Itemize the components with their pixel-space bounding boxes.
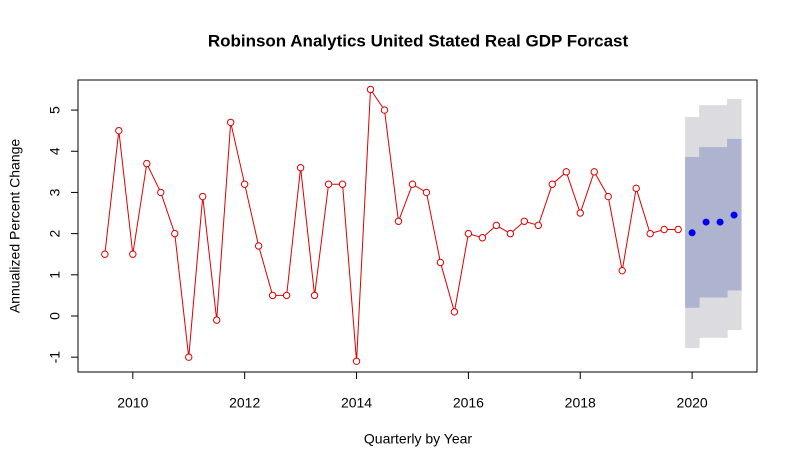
history-point xyxy=(562,168,570,176)
x-tick-label: 2014 xyxy=(341,395,372,411)
history-point xyxy=(506,229,515,238)
history-point xyxy=(282,291,291,300)
history-point xyxy=(632,184,640,193)
history-point xyxy=(115,126,123,135)
y-tick-label: 2 xyxy=(47,230,63,238)
history-line xyxy=(104,87,679,362)
chart-title: Robinson Analytics United Stated Real GD… xyxy=(208,31,629,50)
history-point xyxy=(268,291,277,300)
forecast-point xyxy=(688,229,696,237)
y-tick-label: 5 xyxy=(47,106,63,114)
history-point xyxy=(157,188,165,197)
history-point xyxy=(310,291,319,300)
history-point xyxy=(492,221,501,230)
y-tick-label: 3 xyxy=(47,188,63,196)
history-point xyxy=(352,357,361,365)
history-point xyxy=(296,164,305,172)
x-axis-label: Quarterly by Year xyxy=(364,431,473,447)
x-tick-label: 2012 xyxy=(229,395,260,411)
y-tick-label: 1 xyxy=(47,271,63,279)
history-point xyxy=(646,229,654,238)
history-point xyxy=(618,266,626,275)
history-point xyxy=(604,192,612,201)
history-point xyxy=(450,308,459,316)
x-tick-label: 2016 xyxy=(453,395,484,411)
history-point xyxy=(394,217,403,225)
y-axis-label: Annualized Percent Change xyxy=(7,139,23,314)
history-point xyxy=(478,234,487,242)
history-point xyxy=(338,180,347,188)
history-point xyxy=(422,188,431,197)
history-point xyxy=(464,229,473,238)
x-tick-label: 2020 xyxy=(677,395,708,411)
history-point xyxy=(534,221,543,230)
history-point xyxy=(143,159,151,168)
history-point xyxy=(380,106,389,114)
history-point xyxy=(366,85,375,94)
history-point xyxy=(660,225,668,234)
history-point xyxy=(408,180,417,188)
forecast-point xyxy=(702,218,710,226)
history-point xyxy=(185,353,193,361)
forecast-point xyxy=(716,218,724,226)
history-point xyxy=(213,316,221,324)
x-tick-label: 2018 xyxy=(565,395,596,411)
history-point xyxy=(520,217,529,225)
y-tick-label: -1 xyxy=(47,351,63,364)
x-tick-label: 2010 xyxy=(117,395,148,411)
history-point xyxy=(548,180,556,188)
history-point xyxy=(436,258,445,267)
history-point xyxy=(101,250,109,258)
forecast-point xyxy=(730,211,738,219)
history-point xyxy=(129,250,137,258)
history-point xyxy=(674,225,682,234)
history-point xyxy=(324,180,333,188)
y-tick-label: 4 xyxy=(47,147,63,155)
history-point xyxy=(226,118,235,127)
history-point xyxy=(254,242,263,250)
history-point xyxy=(240,180,249,188)
history-point xyxy=(171,229,179,238)
y-tick-label: 0 xyxy=(47,312,63,320)
history-point xyxy=(576,209,584,217)
history-point xyxy=(590,168,598,176)
history-point xyxy=(199,192,207,201)
